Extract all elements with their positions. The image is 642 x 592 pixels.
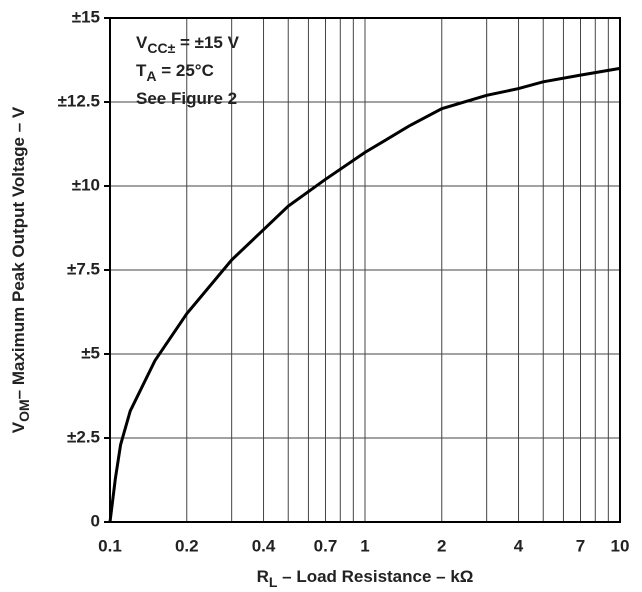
annotation-main: T (136, 61, 147, 80)
x-tick-label: 1 (360, 536, 369, 555)
y-axis-label-sub: OM (16, 399, 32, 422)
annotation: See Figure 2 (136, 89, 237, 108)
y-tick-label: ±7.5 (67, 259, 100, 278)
x-axis-label-rest: – Load Resistance – kΩ (277, 567, 473, 586)
y-axis-label-rest: – Maximum Peak Output Voltage – V (9, 106, 28, 399)
annotation: TA = 25°C (136, 61, 214, 83)
y-axis-label-group: VOM– Maximum Peak Output Voltage – V (9, 106, 31, 433)
plot-frame (109, 17, 621, 523)
x-tick-label: 0.7 (314, 536, 338, 555)
y-tick-label: ±12.5 (58, 91, 100, 110)
curve (108, 66, 621, 523)
y-tick-label: 0 (91, 511, 100, 530)
x-tick-label: 0.4 (252, 536, 276, 555)
x-tick-label: 4 (514, 536, 524, 555)
annotation-main: See Figure 2 (136, 89, 237, 108)
y-tick-label: ±10 (72, 175, 100, 194)
annotation: VCC± = ±15 V (136, 33, 240, 55)
x-tick-label: 10 (611, 536, 630, 555)
x-axis-label-main: R (257, 567, 269, 586)
annotation-sub: CC± (147, 40, 175, 56)
annotation-sub: A (146, 68, 156, 84)
x-tick-label: 0.2 (175, 536, 199, 555)
x-tick-label: 2 (437, 536, 446, 555)
y-axis-label: VOM– Maximum Peak Output Voltage – V (9, 106, 31, 433)
x-axis-label: RL – Load Resistance – kΩ (257, 567, 474, 589)
x-tick-label: 7 (576, 536, 585, 555)
x-tick-label: 0.1 (98, 536, 122, 555)
x-axis-label-sub: L (269, 574, 278, 590)
y-axis-label-main: V (9, 421, 28, 433)
y-tick-label: ±15 (72, 7, 100, 26)
y-tick-label: ±5 (81, 343, 100, 362)
annotation-rest: = ±15 V (175, 33, 239, 52)
annotation-rest: = 25°C (157, 61, 214, 80)
annotation-main: V (136, 33, 148, 52)
y-tick-label: ±2.5 (67, 427, 100, 446)
